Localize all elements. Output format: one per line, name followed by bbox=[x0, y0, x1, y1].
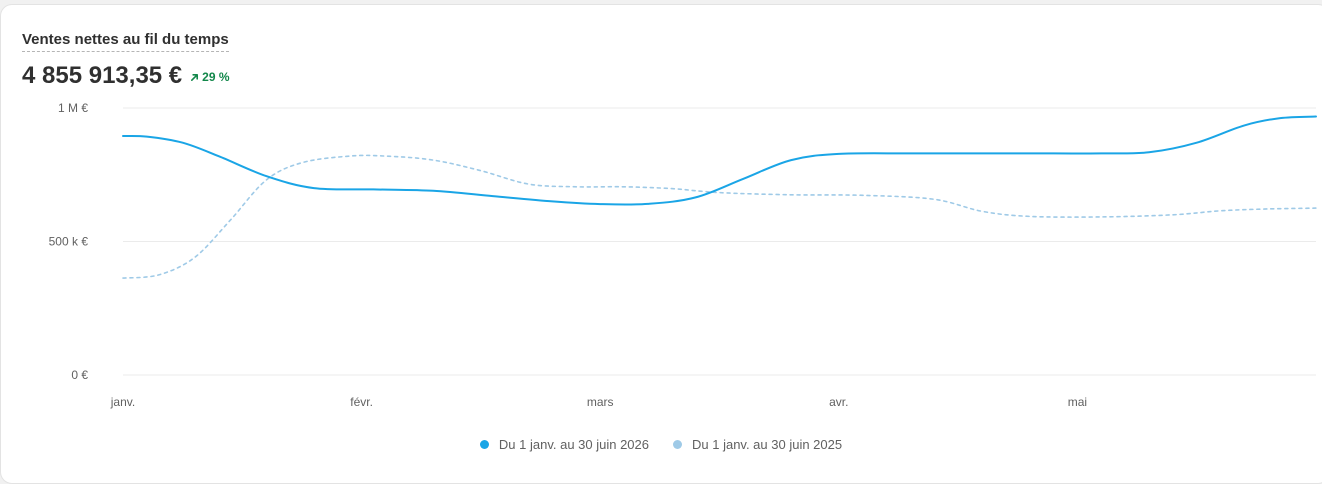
legend-item-2025[interactable]: Du 1 janv. au 30 juin 2025 bbox=[673, 437, 842, 452]
chart-legend: Du 1 janv. au 30 juin 2026 Du 1 janv. au… bbox=[0, 437, 1322, 452]
arrow-up-right-icon bbox=[191, 73, 199, 81]
total-sales-value: 4 855 913,35 € bbox=[22, 62, 183, 89]
series-line-1 bbox=[122, 154, 1317, 279]
x-tick-label-3: avr. bbox=[829, 395, 848, 409]
delta-value: 29 % bbox=[202, 70, 230, 84]
legend-dot-2025 bbox=[673, 440, 682, 449]
sales-line-chart: 0 € 500 k € 1 M € janv. févr. mars avr. mai bbox=[49, 101, 1317, 409]
x-tick-label-4: mai bbox=[1068, 395, 1087, 409]
legend-item-2026[interactable]: Du 1 janv. au 30 juin 2026 bbox=[479, 437, 649, 452]
x-tick-label-2: mars bbox=[587, 395, 614, 409]
delta-badge: 29 % bbox=[190, 70, 230, 84]
sales-card: Ventes nettes au fil du temps 4 855 913,… bbox=[0, 4, 1322, 484]
card-title[interactable]: Ventes nettes au fil du temps bbox=[22, 31, 229, 52]
metric-row: 4 855 913,35 € 29 % bbox=[22, 62, 230, 90]
series-line-0 bbox=[122, 115, 1317, 206]
x-tick-label-1: févr. bbox=[350, 395, 373, 409]
x-tick-label-0: janv. bbox=[110, 395, 135, 409]
legend-label-2026: Du 1 janv. au 30 juin 2026 bbox=[498, 437, 649, 452]
y-tick-label-0: 0 € bbox=[71, 368, 88, 382]
y-tick-label-2: 1 M € bbox=[58, 101, 88, 115]
legend-dot-2026 bbox=[479, 440, 489, 449]
y-tick-label-1: 500 k € bbox=[49, 235, 89, 249]
legend-label-2025: Du 1 janv. au 30 juin 2025 bbox=[692, 437, 843, 452]
